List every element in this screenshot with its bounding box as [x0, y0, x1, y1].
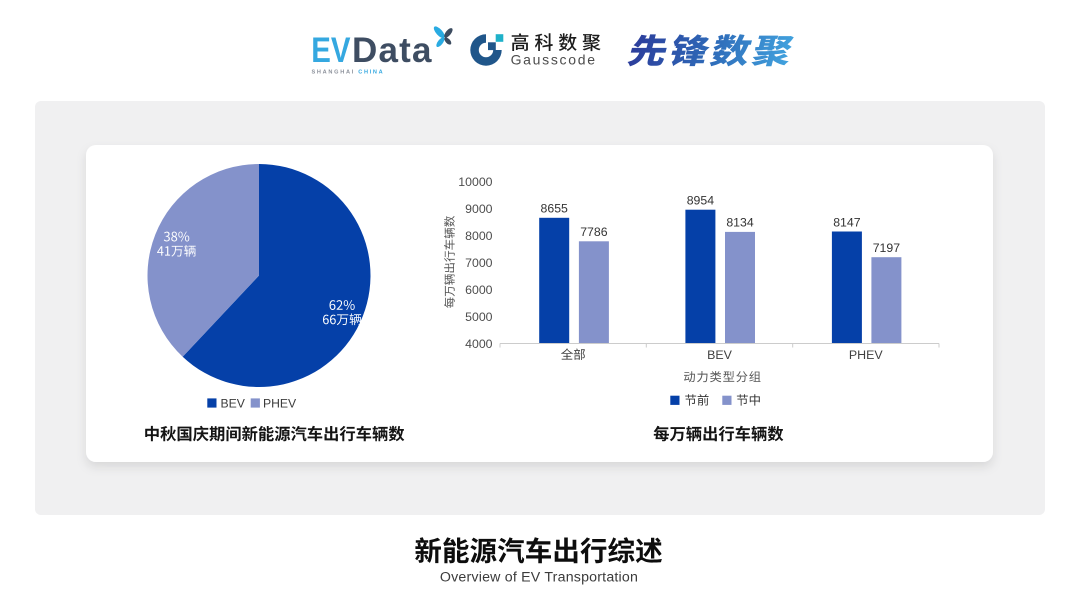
- svg-text:10000: 10000: [458, 175, 492, 189]
- svg-text:8134: 8134: [726, 216, 754, 230]
- svg-text:Overview of EV Transportation: Overview of EV Transportation: [440, 570, 638, 586]
- svg-text:9000: 9000: [465, 202, 493, 216]
- svg-text:PHEV: PHEV: [849, 348, 883, 362]
- svg-text:7000: 7000: [465, 256, 493, 270]
- svg-text:8655: 8655: [541, 202, 569, 216]
- svg-text:PHEV: PHEV: [263, 397, 297, 411]
- svg-text:SHANGHAI CHINA: SHANGHAI CHINA: [312, 69, 385, 75]
- svg-text:6000: 6000: [465, 283, 493, 297]
- svg-text:BEV: BEV: [707, 348, 733, 362]
- svg-text:8147: 8147: [833, 215, 861, 229]
- svg-text:Data: Data: [352, 31, 433, 70]
- svg-text:7197: 7197: [873, 241, 901, 255]
- svg-text:BEV: BEV: [221, 397, 246, 411]
- svg-text:8000: 8000: [465, 229, 493, 243]
- svg-text:EV: EV: [311, 31, 351, 70]
- svg-text:8954: 8954: [687, 194, 715, 208]
- svg-text:7786: 7786: [580, 225, 608, 239]
- svg-text:4000: 4000: [465, 337, 493, 351]
- svg-text:5000: 5000: [465, 310, 493, 324]
- svg-text:Gausscode: Gausscode: [511, 52, 597, 68]
